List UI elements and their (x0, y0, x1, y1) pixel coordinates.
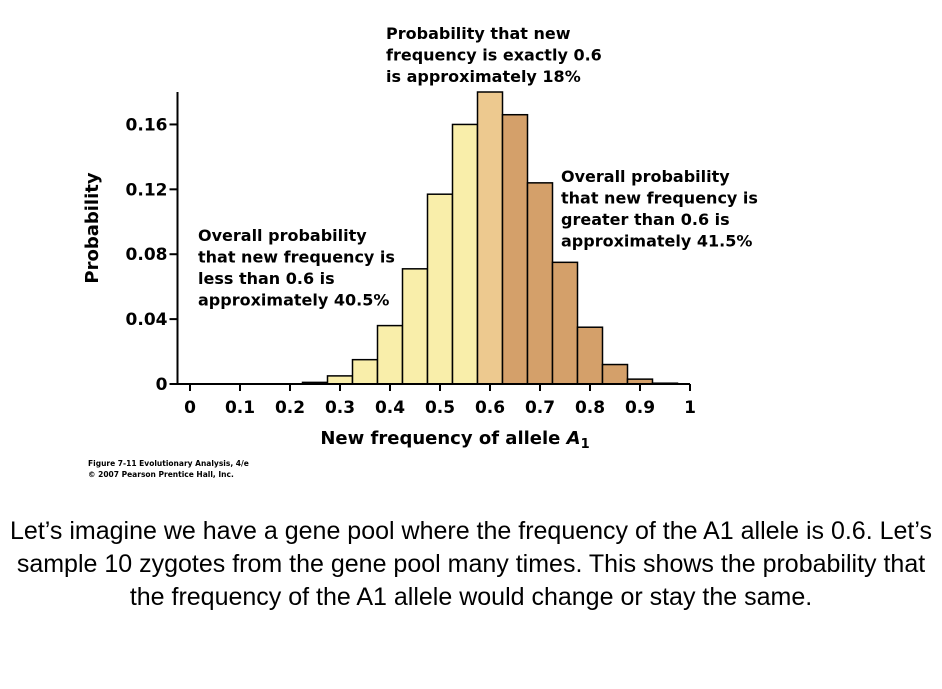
y-tick-label: 0.16 (126, 115, 168, 135)
y-tick-label: 0 (156, 375, 168, 395)
annotation: frequency is exactly 0.6 (386, 46, 602, 65)
y-axis-label: Probability (82, 172, 103, 283)
x-axis-label: New frequency of allele A1 (320, 428, 589, 452)
bar (426, 193, 454, 385)
x-tick-label: 0 (184, 398, 196, 418)
annotation: is approximately 18% (386, 67, 581, 86)
bar (551, 261, 579, 385)
annotation: that new frequency is (561, 189, 758, 208)
credit: © 2007 Pearson Prentice Hall, Inc. (88, 470, 234, 479)
bar (501, 113, 529, 385)
x-tick-label: 0.9 (625, 398, 655, 418)
bar (601, 363, 629, 385)
x-tick-label: 0.5 (425, 398, 455, 418)
bar (376, 324, 404, 385)
x-label-sub: 1 (581, 437, 590, 452)
annotation: Overall probability (561, 167, 730, 186)
bar (451, 123, 479, 385)
x-tick-label: 1 (684, 398, 696, 418)
x-tick-label: 0.3 (325, 398, 355, 418)
credit: Figure 7-11 Evolutionary Analysis, 4/e (88, 459, 249, 468)
bar (576, 326, 604, 385)
bar (351, 358, 379, 385)
x-label-text: New frequency of allele (320, 428, 560, 449)
x-tick-label: 0.8 (575, 398, 605, 418)
annotation: less than 0.6 is (198, 269, 335, 288)
bar (476, 91, 504, 385)
x-tick-label: 0.4 (375, 398, 405, 418)
chart: Probability New frequency of allele A1 0… (82, 24, 758, 479)
bar (326, 375, 354, 385)
y-tick-label: 0.04 (126, 310, 168, 330)
annotation: greater than 0.6 is (561, 210, 730, 229)
x-tick-label: 0.1 (225, 398, 255, 418)
annotation: approximately 41.5% (561, 232, 752, 251)
caption: Let’s imagine we have a gene pool where … (10, 517, 932, 611)
annotation: Probability that new (386, 24, 571, 43)
x-tick-label: 0.2 (275, 398, 305, 418)
bar (526, 182, 554, 385)
annotation: that new frequency is (198, 248, 395, 267)
x-label-var: A (565, 428, 581, 449)
annotation: Overall probability (198, 226, 367, 245)
y-tick-label: 0.08 (126, 245, 168, 265)
annotation: approximately 40.5% (198, 291, 389, 310)
x-tick-label: 0.6 (475, 398, 505, 418)
bar (401, 268, 429, 385)
y-tick-label: 0.12 (126, 180, 168, 200)
x-tick-label: 0.7 (525, 398, 555, 418)
